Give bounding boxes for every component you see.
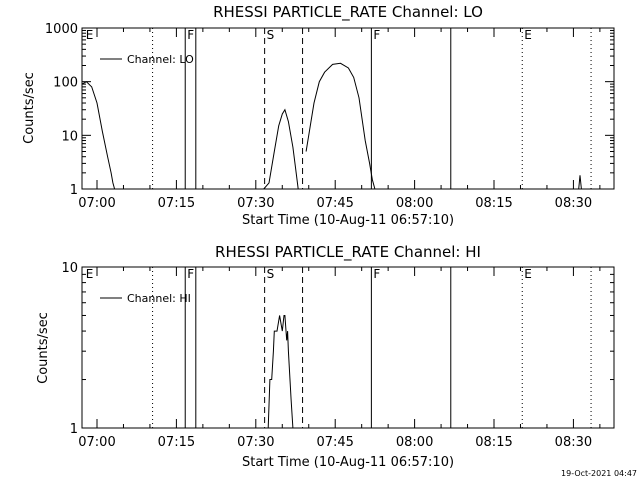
lo-y-axis-label: Counts/sec — [22, 72, 37, 144]
lo-x-tick-label: 07:45 — [316, 196, 353, 211]
hi-x-tick-label: 08:15 — [475, 435, 512, 450]
lo-y-tick-label: 1 — [70, 183, 78, 198]
lo-legend-label: Channel: LO — [127, 53, 194, 66]
hi-y-tick-label: 1 — [70, 422, 78, 437]
hi-chart-marks: 1 10 07:00 07:15 07:30 07:45 08:00 08:15 08:30 E F… — [61, 261, 614, 450]
hi-series-line — [267, 315, 294, 429]
lo-y-tick-label: 100 — [53, 76, 78, 91]
lo-chart-title: RHESSI PARTICLE_RATE Channel: LO — [213, 3, 483, 22]
lo-legend: Channel: LO — [100, 53, 194, 66]
lo-series-line — [81, 81, 116, 190]
hi-marker-label: E — [524, 267, 532, 281]
lo-x-axis-label: Start Time (10-Aug-11 06:57:10) — [242, 213, 454, 228]
hi-y-axis-label: Counts/sec — [36, 312, 51, 384]
lo-marker-label: E — [86, 28, 94, 42]
lo-series-line — [263, 108, 299, 190]
lo-y-tick-label: 1000 — [45, 22, 78, 37]
lo-series-line — [578, 175, 582, 190]
hi-legend-label: Channel: HI — [127, 292, 191, 305]
lo-series-line — [305, 62, 376, 190]
lo-y-tick-label: 10 — [61, 129, 78, 144]
lo-x-tick-label: 07:30 — [237, 196, 274, 211]
hi-marker-label: E — [86, 267, 94, 281]
hi-y-tick-label: 10 — [61, 261, 78, 276]
hi-x-axis-label: Start Time (10-Aug-11 06:57:10) — [242, 455, 454, 470]
plot-timestamp: 19-Oct-2021 04:47 — [561, 469, 637, 478]
hi-x-tick-label: 07:30 — [237, 435, 274, 450]
hi-x-tick-label: 07:45 — [316, 435, 353, 450]
lo-marker-label: S — [267, 28, 275, 42]
hi-x-tick-label: 08:00 — [396, 435, 433, 450]
hi-x-tick-label: 07:00 — [78, 435, 115, 450]
lo-chart-marks: 1 10 100 1000 07:00 07:15 07:30 07:45 08:00 08:15… — [45, 22, 614, 211]
hi-channel-panel: RHESSI PARTICLE_RATE Channel: HI Start T… — [36, 243, 615, 470]
lo-x-tick-label: 07:15 — [158, 196, 195, 211]
lo-marker-label: E — [524, 28, 532, 42]
hi-marker-label: F — [373, 267, 380, 281]
lo-x-tick-label: 08:30 — [555, 196, 592, 211]
hi-plot-frame — [81, 266, 615, 429]
hi-marker-label: S — [267, 267, 275, 281]
lo-channel-panel: RHESSI PARTICLE_RATE Channel: LO Start T… — [22, 3, 615, 228]
hi-chart-title: RHESSI PARTICLE_RATE Channel: HI — [215, 243, 481, 262]
hi-x-tick-label: 07:15 — [158, 435, 195, 450]
lo-x-tick-label: 07:00 — [78, 196, 115, 211]
lo-marker-label: F — [373, 28, 380, 42]
lo-marker-label: F — [187, 28, 194, 42]
hi-legend: Channel: HI — [100, 292, 191, 305]
lo-plot-frame — [81, 27, 615, 190]
lo-x-tick-label: 08:00 — [396, 196, 433, 211]
hi-x-tick-label: 08:30 — [555, 435, 592, 450]
lo-x-tick-label: 08:15 — [475, 196, 512, 211]
hi-marker-label: F — [187, 267, 194, 281]
